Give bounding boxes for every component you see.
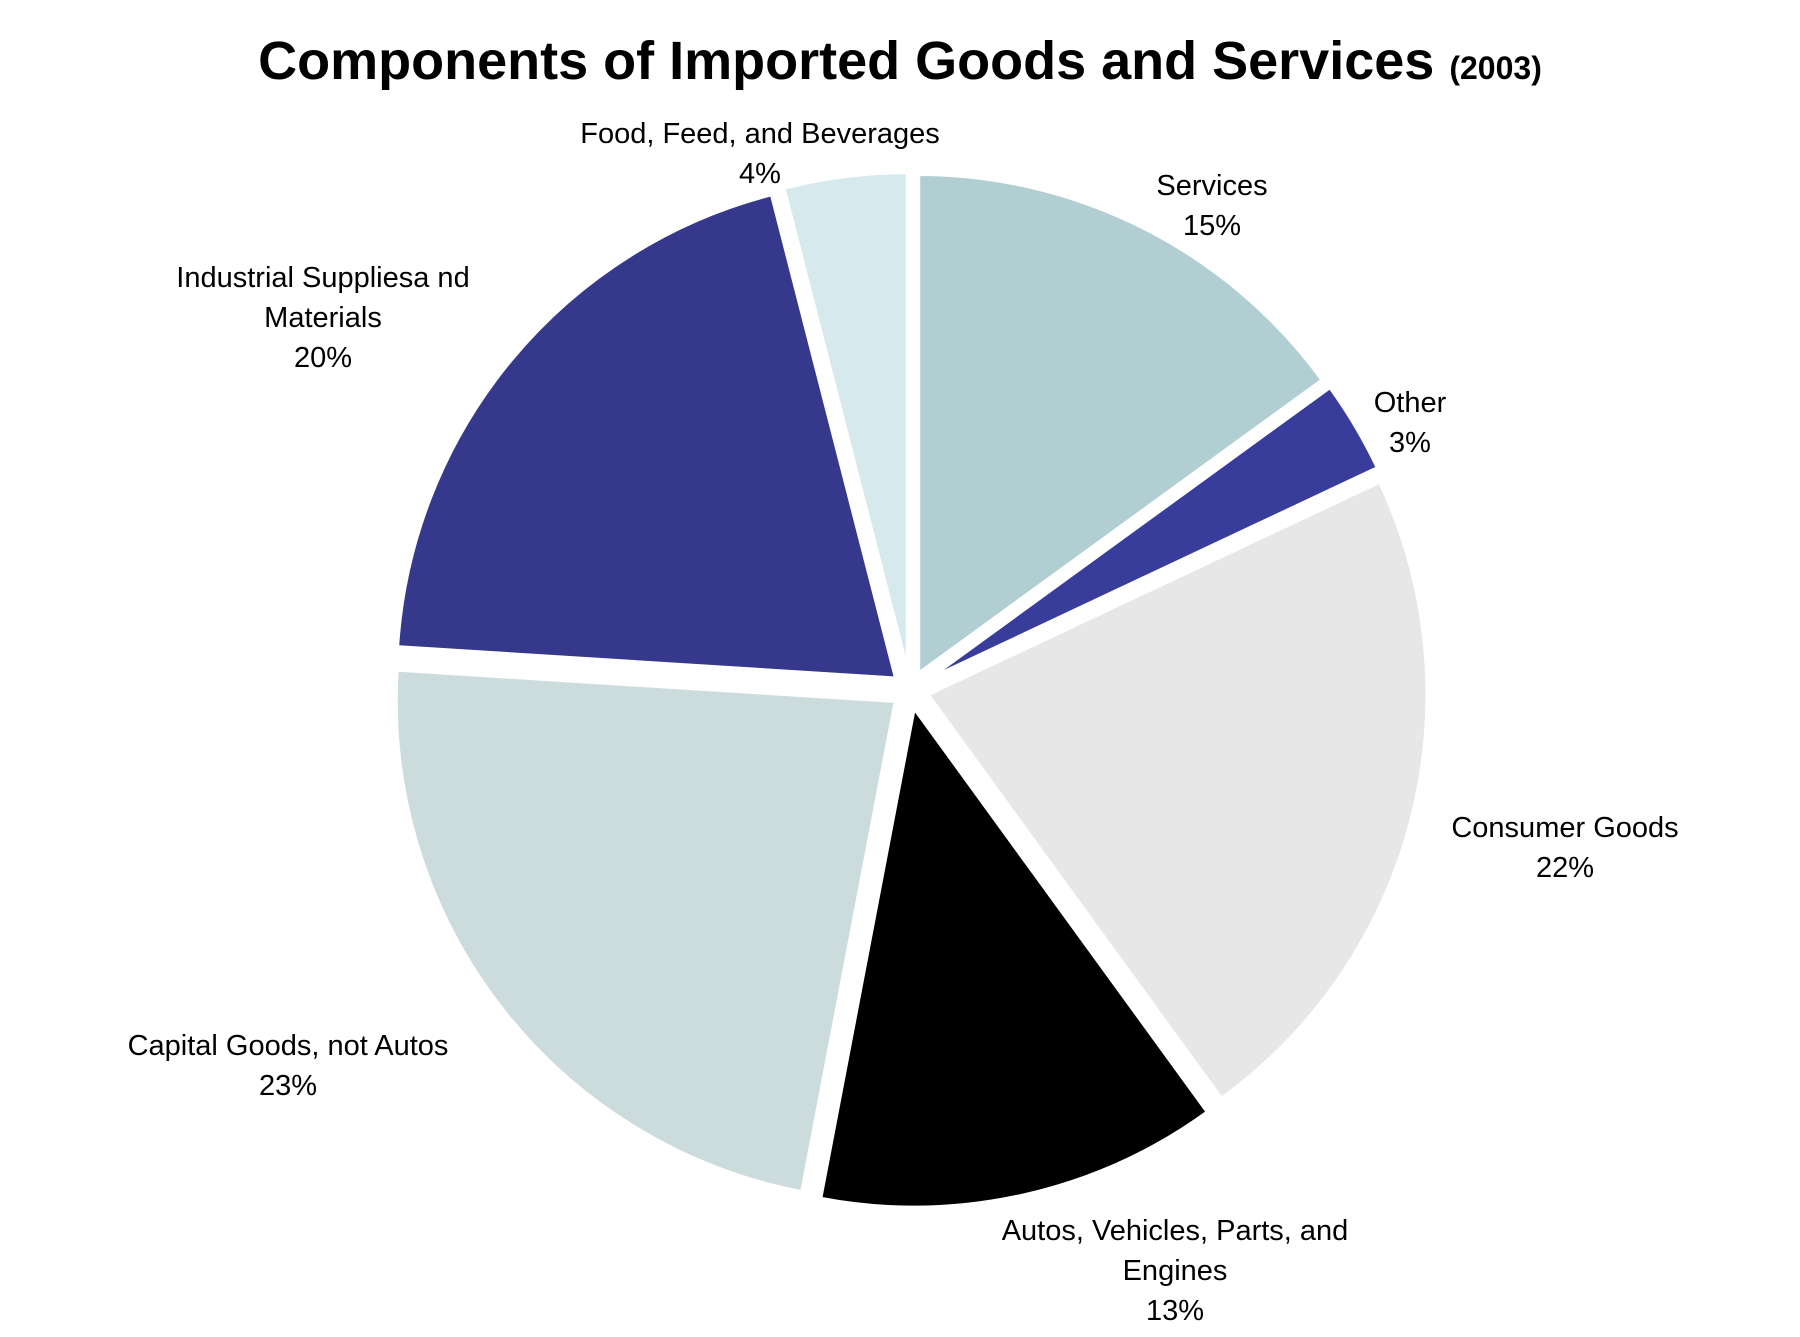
slice-value-label: 22% (1536, 852, 1594, 884)
slice-label-5: Capital Goods, not Autos 23% (128, 1030, 449, 1102)
slice-name-label: Consumer Goods (1451, 812, 1678, 844)
slice-value-label: 15% (1183, 210, 1241, 242)
slice-name-label: Capital Goods, not Autos (128, 1030, 449, 1062)
slice-name-label: Services (1156, 170, 1267, 202)
slice-label-3: Consumer Goods 22% (1451, 812, 1678, 884)
slice-value-label: 4% (739, 158, 781, 190)
slice-value-label: 23% (259, 1070, 317, 1102)
slice-name-label: Engines (1123, 1255, 1228, 1287)
chart-title: Components of Imported Goods and Service… (0, 30, 1800, 92)
pie-slice-7 (780, 170, 910, 673)
slice-value-label: 20% (294, 342, 352, 374)
pie-slice-2 (924, 384, 1381, 683)
slice-name-label: Other (1374, 387, 1447, 419)
slice-label-4: Autos, Vehicles, Parts, and Engines 13% (1002, 1215, 1349, 1327)
slice-name-label: Food, Feed, and Beverages (580, 118, 940, 150)
slice-label-1: Services 15% (1156, 170, 1267, 242)
slice-name-label: Materials (264, 302, 382, 334)
slice-name-label: Autos, Vehicles, Parts, and (1002, 1215, 1349, 1247)
pie-slice-5 (393, 667, 899, 1195)
chart-title-year: (2003) (1449, 50, 1542, 86)
pie-slices (393, 170, 1430, 1210)
slice-name-label: Industrial Suppliesa nd (176, 262, 469, 294)
pie-slice-1 (916, 171, 1326, 678)
slice-value-label: 13% (1146, 1295, 1204, 1327)
pie-labels: Services 15% Other 3% Consumer Goods 22% Autos… (128, 118, 1679, 1327)
slice-label-7: Food, Feed, and Beverages 4% (580, 118, 940, 190)
pie-slice-4 (817, 702, 1211, 1210)
pie-slice-3 (924, 478, 1430, 1102)
pie-slice-6 (394, 191, 899, 681)
slice-label-2: Other 3% (1374, 387, 1447, 459)
slice-value-label: 3% (1389, 427, 1431, 459)
slice-label-6: Industrial Suppliesa nd Materials 20% (176, 262, 469, 374)
chart-title-main: Components of Imported Goods and Service… (258, 31, 1435, 91)
